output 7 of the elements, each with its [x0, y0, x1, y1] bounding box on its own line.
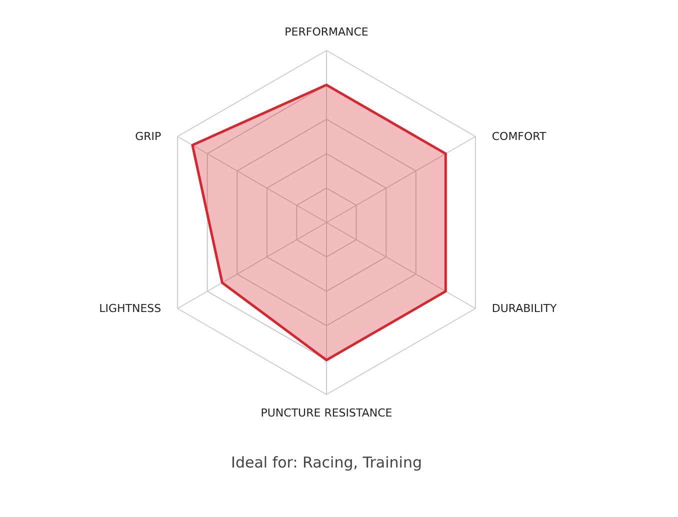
- spoke-label: PERFORMANCE: [284, 26, 368, 38]
- spoke-label: DURABILITY: [492, 302, 557, 315]
- spoke-label: GRIP: [135, 130, 162, 143]
- spoke-label: COMFORT: [492, 130, 547, 143]
- text: Ideal for: Racing, Training: [231, 454, 422, 472]
- spoke-label: PUNCTURE RESISTANCE: [260, 406, 392, 420]
- spoke-label: LIGHTNESS: [99, 302, 162, 315]
